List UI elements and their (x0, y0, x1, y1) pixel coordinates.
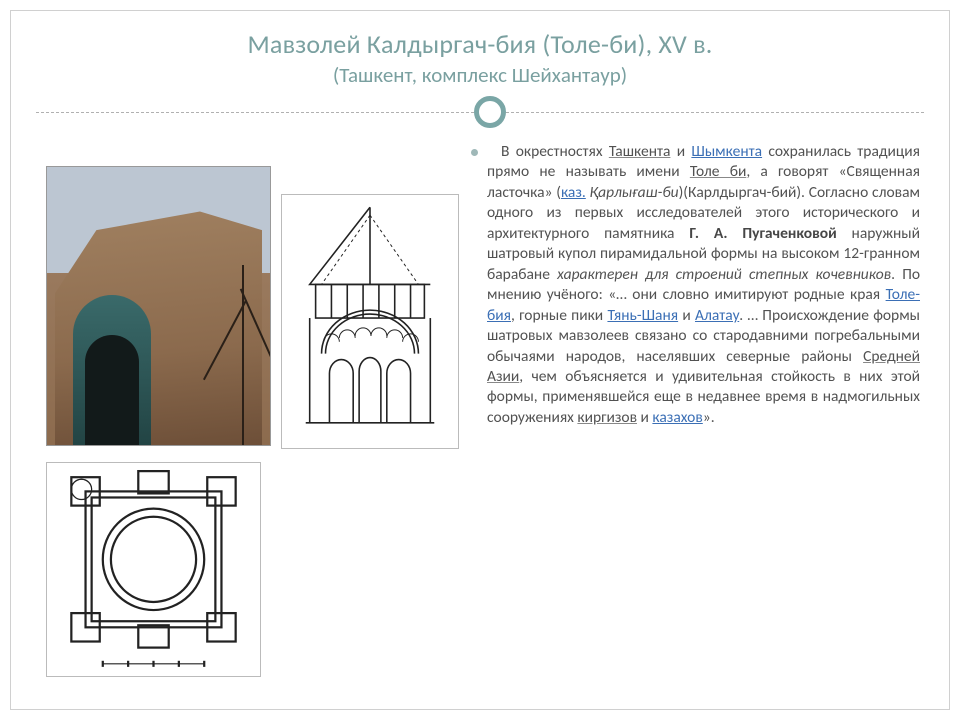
body-paragraph: В окрестностях Ташкента и Шымкента сохра… (471, 142, 920, 428)
underline-kirgiz: киргизов (577, 408, 637, 427)
t: , горные пики (511, 306, 607, 325)
italic-karlygash: Қарлығаш-би (590, 183, 679, 202)
link-kazakh[interactable]: казахов (652, 408, 702, 427)
bold-author: Г. А. Пугаченковой (689, 224, 836, 243)
underline-tolebi: Толе би (690, 162, 746, 181)
slide: Мавзолей Калдыргач-бия (Толе-би), XV в. … (0, 0, 960, 720)
t: и (670, 142, 691, 161)
ring-icon (474, 96, 506, 128)
floor-plan-diagram (46, 462, 261, 677)
underline-tashkent: Ташкента (609, 142, 671, 161)
text-column: В окрестностях Ташкента и Шымкента сохра… (471, 136, 920, 428)
italic-harakter: характерен для строений степных кочевник… (557, 265, 891, 284)
link-shymkent[interactable]: Шымкента (691, 142, 762, 161)
bullet-icon (471, 149, 478, 156)
divider (18, 96, 942, 130)
mausoleum-photo (46, 166, 271, 446)
link-kaz[interactable]: каз. (561, 183, 586, 202)
t: В окрестностях (501, 142, 609, 161)
link-alatau[interactable]: Алатау (695, 306, 739, 325)
t: и (637, 408, 652, 427)
left-column (46, 136, 271, 677)
t: ». (703, 408, 715, 427)
link-tianshan[interactable]: Тянь-Шаня (607, 306, 678, 325)
t: и (678, 306, 695, 325)
